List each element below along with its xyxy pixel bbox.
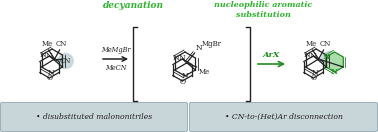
Text: N: N — [312, 69, 319, 77]
Text: N: N — [323, 53, 330, 61]
Text: O: O — [46, 74, 53, 82]
FancyBboxPatch shape — [189, 103, 378, 131]
FancyBboxPatch shape — [0, 103, 187, 131]
Text: MeMgBr: MeMgBr — [101, 46, 130, 54]
Text: Me: Me — [306, 40, 317, 48]
Text: • CN-to-(Het)Ar disconnection: • CN-to-(Het)Ar disconnection — [225, 113, 343, 121]
Text: MgBr: MgBr — [201, 40, 222, 48]
Text: N: N — [39, 51, 46, 59]
Text: CN: CN — [320, 40, 331, 48]
Text: N: N — [195, 44, 202, 52]
Text: Me: Me — [42, 40, 53, 48]
Text: O: O — [179, 77, 186, 86]
Text: N: N — [46, 51, 53, 60]
Text: nucleophilic aromatic
substitution: nucleophilic aromatic substitution — [214, 1, 312, 19]
Text: CN: CN — [60, 57, 71, 65]
Text: N: N — [303, 51, 310, 59]
Text: N: N — [310, 51, 317, 60]
Text: decyanation: decyanation — [102, 1, 164, 10]
Circle shape — [321, 51, 338, 69]
Text: O: O — [310, 74, 316, 82]
Text: N: N — [48, 69, 55, 77]
Circle shape — [58, 53, 73, 69]
Text: Me: Me — [198, 68, 210, 76]
Text: N: N — [172, 54, 179, 62]
Text: MeCN: MeCN — [105, 64, 126, 72]
Polygon shape — [326, 52, 343, 72]
Text: N: N — [181, 72, 188, 80]
Text: ArX: ArX — [263, 51, 280, 59]
Text: N: N — [331, 68, 338, 76]
Text: CN: CN — [56, 40, 67, 48]
Text: N: N — [179, 55, 186, 62]
Text: • disubstituted malononitriles: • disubstituted malononitriles — [36, 113, 152, 121]
